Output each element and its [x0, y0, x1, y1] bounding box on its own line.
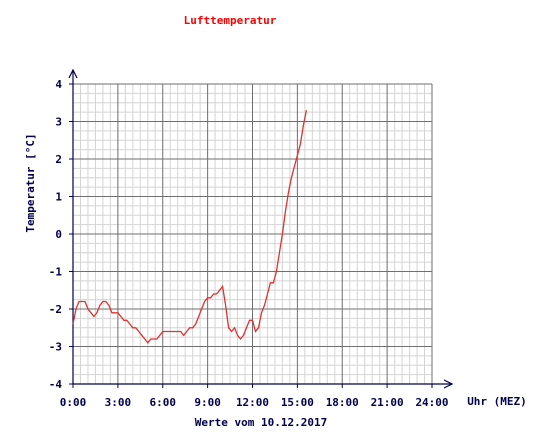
x-tick-label: 0:00	[60, 396, 87, 409]
x-tick-label: 9:00	[194, 396, 221, 409]
y-tick-label: -1	[49, 266, 63, 279]
x-tick-label: 21:00	[371, 396, 404, 409]
chart-title: Lufttemperatur	[184, 14, 277, 27]
y-tick-label: -2	[49, 303, 62, 316]
x-tick-label: 6:00	[150, 396, 177, 409]
grid	[73, 83, 433, 384]
x-tick-label: 24:00	[415, 396, 448, 409]
temperature-series-line	[72, 110, 308, 344]
x-axis-label: Uhr (MEZ)	[467, 395, 527, 408]
y-tick-label: 1	[55, 191, 62, 204]
x-tick-label: 15:00	[281, 396, 314, 409]
y-tick-labels: -4 -3 -2 -1 0 1 2 3 4	[49, 78, 63, 391]
date-footer: Werte vom 10.12.2017	[195, 416, 327, 429]
y-tick-label: -4	[49, 378, 63, 391]
axes	[68, 68, 454, 389]
x-tick-label: 18:00	[326, 396, 359, 409]
x-tick-labels: 0:00 3:00 6:00 9:00 12:00 15:00 18:00 21:00 24:0…	[60, 396, 449, 409]
y-axis-arrow	[68, 68, 78, 79]
x-tick-label: 12:00	[236, 396, 269, 409]
x-axis-arrow	[443, 379, 454, 389]
y-axis-label: Temperatur [°C]	[24, 133, 37, 232]
y-tick-label: 4	[55, 78, 62, 91]
y-tick-label: 2	[55, 153, 62, 166]
y-tick-label: 0	[55, 228, 62, 241]
x-tick-label: 3:00	[105, 396, 132, 409]
y-tick-label: 3	[55, 116, 62, 129]
y-tick-label: -3	[49, 341, 62, 354]
